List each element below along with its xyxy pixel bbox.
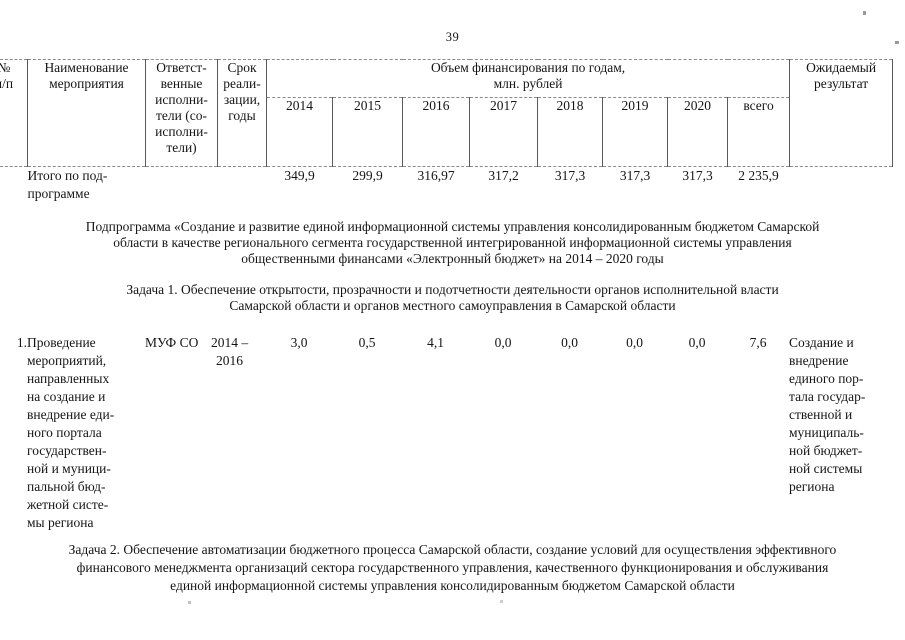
scan-artifact	[895, 41, 899, 44]
total-value-2015: 299,9	[352, 168, 383, 183]
measure-row-1: 1. Проведение мероприятий, направленных …	[0, 334, 892, 532]
total-value-2016: 316,97	[417, 168, 455, 183]
document-content: № п/п Наименование мероприятия Ответст- …	[0, 59, 894, 593]
col-header-num: № п/п	[0, 59, 28, 167]
col-header-year-2017: 2017	[469, 97, 538, 167]
col-header-year-2018: 2018	[537, 97, 603, 167]
total-row-num-cell	[0, 167, 28, 204]
col-header-term: Срок реали- зации, годы	[217, 59, 267, 167]
measure-value-sum: 7,6	[749, 335, 767, 350]
scan-artifact	[188, 601, 191, 604]
measure-expected-result: Создание и внедрение единого пор- тала г…	[789, 335, 866, 494]
total-value-2017: 317,2	[488, 168, 519, 183]
total-row-label: Итого по под- программе	[27, 168, 108, 201]
col-header-activity-name: Наименование мероприятия	[27, 59, 146, 167]
page-number: 39	[445, 30, 460, 44]
measure-value-2016: 4,1	[427, 335, 444, 350]
task-1-heading: Задача 1. Обеспечение открытости, прозра…	[126, 282, 779, 313]
col-header-responsible: Ответст- венные исполни- тели (со- испол…	[145, 59, 218, 167]
total-row-result-cell	[790, 167, 893, 204]
measure-value-2020: 0,0	[688, 335, 706, 350]
col-header-year-2019: 2019	[602, 97, 668, 167]
subprogram-title: Подпрограмма «Создание и развитие единой…	[85, 219, 820, 266]
col-header-year-2014: 2014	[266, 97, 333, 167]
total-value-sum: 2 235,9	[738, 168, 779, 183]
scan-artifact	[863, 11, 866, 15]
col-header-expected-result: Ожидаемый результат	[789, 59, 894, 167]
task-2-heading: Задача 2. Обеспечение автоматизации бюдж…	[68, 542, 837, 593]
col-header-year-2015: 2015	[332, 97, 403, 167]
measure-term-text: 2014 – 2016	[210, 335, 249, 368]
col-header-financing-group: Объем финансирования по годам, млн. рубл…	[265, 59, 791, 98]
measure-value-2018: 0,0	[561, 335, 578, 350]
measure-value-2015: 0,5	[358, 335, 376, 350]
measure-number: 1.	[16, 335, 27, 350]
scan-artifact	[500, 600, 503, 603]
measure-value-2019: 0,0	[626, 335, 643, 350]
financing-table: № п/п Наименование мероприятия Ответст- …	[0, 59, 894, 204]
financing-table-body: 1. Проведение мероприятий, направленных …	[0, 334, 892, 532]
measure-value-2017: 0,0	[494, 335, 512, 350]
measure-name: Проведение мероприятий, направленных на …	[27, 335, 115, 530]
col-header-year-2020: 2020	[667, 97, 728, 167]
table-header-row-top: № п/п Наименование мероприятия Ответст- …	[0, 59, 894, 167]
col-header-year-2016: 2016	[402, 97, 470, 167]
total-value-2014: 349,9	[284, 168, 315, 183]
measure-term: 2014 – 2016	[211, 334, 266, 532]
col-header-total: всего	[726, 97, 791, 167]
total-value-2018: 317,3	[554, 168, 586, 183]
subprogram-total-row: Итого по под- программе 349,9 299,9 316,…	[0, 167, 893, 204]
total-value-2020: 317,3	[682, 168, 713, 183]
table-header-row-years: 2014 2015 2016 2017 2018 2019 2020 всего	[0, 97, 893, 167]
measure-responsible: МУФ СО	[145, 335, 199, 350]
total-value-2019: 317,3	[619, 168, 651, 183]
measure-value-2014: 3,0	[290, 335, 308, 350]
